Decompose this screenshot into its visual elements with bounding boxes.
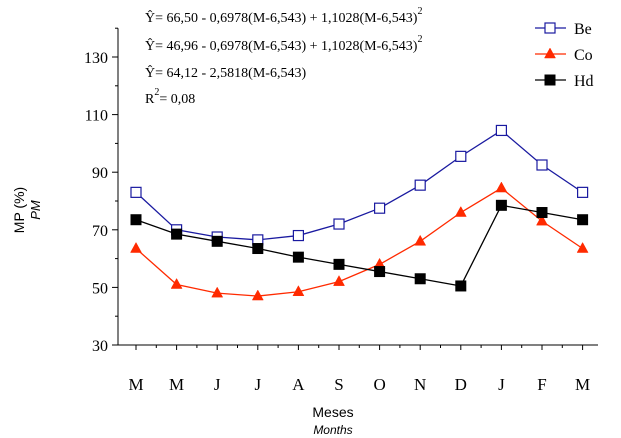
data-point-co	[292, 285, 305, 296]
x-axis-title: Meses Months	[312, 404, 353, 437]
data-point-co	[414, 234, 427, 246]
data-point-hd	[374, 266, 386, 278]
x-axis-sublabel: Months	[313, 423, 352, 437]
legend-marker-be	[544, 22, 556, 34]
equation-hd: Ŷ= 64,12 - 2,5818(M-6,543)	[145, 64, 306, 81]
data-point-hd	[536, 207, 548, 219]
data-point-be	[374, 202, 386, 214]
data-point-hd	[333, 258, 345, 270]
legend-label-be: Be	[574, 21, 592, 38]
x-tick-label: D	[455, 375, 467, 394]
data-point-hd	[130, 214, 142, 226]
y-tick-label: 130	[84, 50, 108, 67]
x-axis-label: Meses	[312, 404, 353, 420]
r-squared: R2= 0,08	[145, 87, 195, 107]
x-tick-label: M	[128, 375, 143, 394]
y-axis-label: MP (%)	[11, 187, 27, 233]
legend-item-be: Be	[535, 21, 592, 38]
legend-label-hd: Hd	[574, 73, 594, 90]
equation-be: Ŷ= 66,50 - 0,6978(M-6,543) + 1,1028(M-6,…	[145, 6, 422, 26]
y-axis-sublabel: PM	[28, 200, 43, 220]
data-point-be	[495, 124, 507, 137]
series-be	[130, 124, 589, 246]
x-tick-label: A	[292, 375, 305, 394]
data-point-be	[130, 186, 142, 198]
series-layer	[130, 124, 589, 301]
legend-label-co: Co	[574, 47, 593, 64]
y-tick-label: 110	[85, 108, 108, 125]
y-tick-label: 50	[92, 280, 108, 297]
legend-item-co: Co	[535, 47, 593, 64]
legend-marker-hd	[544, 74, 556, 86]
data-point-co	[333, 275, 345, 286]
data-point-hd	[495, 199, 507, 211]
data-point-co	[211, 286, 224, 298]
legend-item-hd: Hd	[535, 73, 594, 90]
x-tick-label: M	[575, 375, 590, 394]
data-point-hd	[252, 243, 264, 255]
x-tick-label: S	[334, 375, 343, 394]
x-tick-label: J	[214, 375, 221, 394]
data-point-co	[576, 242, 589, 253]
x-tick-label: J	[498, 375, 505, 394]
equation-co: Ŷ= 46,96 - 0,6978(M-6,543) + 1,1028(M-6,…	[145, 34, 422, 54]
data-point-hd	[171, 228, 183, 240]
y-tick-label: 30	[92, 338, 108, 355]
data-point-co	[536, 214, 548, 226]
x-tick-label: F	[537, 375, 546, 394]
data-point-co	[454, 206, 467, 217]
data-point-hd	[414, 273, 426, 285]
data-point-hd	[292, 251, 304, 263]
legend-marker-co	[544, 47, 556, 59]
data-point-be	[576, 186, 589, 198]
x-tick-label: N	[414, 375, 426, 394]
data-point-co	[495, 181, 508, 193]
y-tick-label: 70	[92, 223, 108, 240]
data-point-be	[292, 229, 304, 242]
x-tick-label: O	[373, 375, 385, 394]
series-line-co	[135, 187, 583, 297]
x-tick-label: J	[254, 375, 261, 394]
regression-equations: Ŷ= 66,50 - 0,6978(M-6,543) + 1,1028(M-6,…	[145, 6, 422, 107]
data-point-hd	[577, 214, 589, 226]
x-tick-label: M	[169, 375, 184, 394]
data-point-hd	[211, 235, 223, 247]
data-point-be	[536, 159, 548, 171]
data-point-be	[414, 179, 426, 191]
y-tick-label: 90	[92, 165, 108, 182]
series-line-be	[135, 129, 583, 241]
axes: 30 50 70 90 110 130 M M J J A S O N D J F M	[84, 27, 598, 394]
data-point-co	[251, 289, 264, 301]
legend: Be Co Hd	[535, 21, 594, 90]
series-hd	[130, 199, 589, 292]
series-line-hd	[460, 204, 583, 287]
data-point-be	[333, 218, 345, 230]
y-axis-title: MP (%) PM	[11, 187, 43, 233]
series-co	[130, 181, 589, 301]
data-point-co	[170, 278, 183, 289]
data-point-hd	[455, 280, 467, 292]
data-point-be	[455, 150, 467, 162]
data-point-co	[130, 242, 142, 253]
